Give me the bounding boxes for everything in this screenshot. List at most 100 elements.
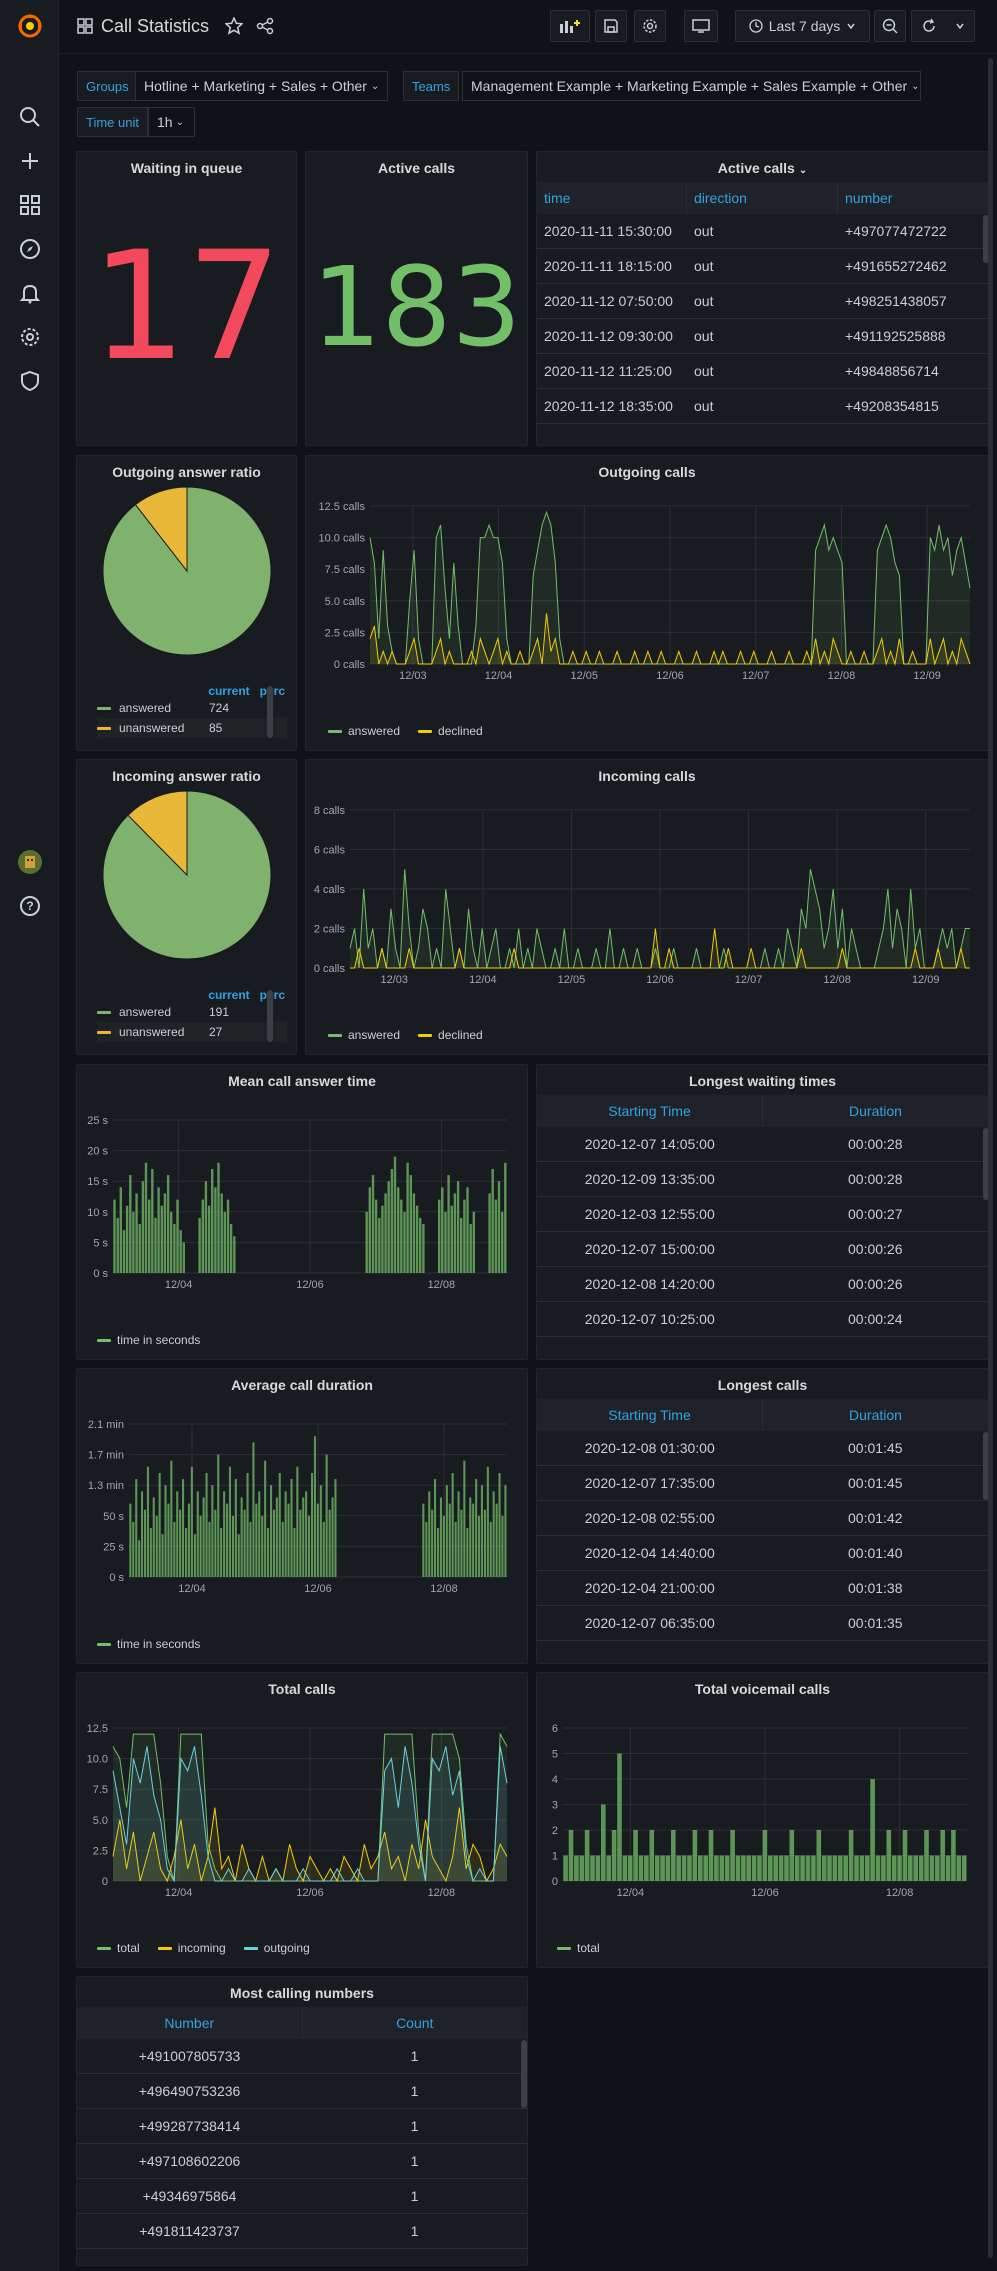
panel-average-call-duration[interactable]: Average call duration 0 s 25 s 50 s 1.3 min… — [76, 1368, 528, 1664]
legend-col-current[interactable]: current — [208, 988, 250, 1002]
legend-item-time-in-seconds[interactable]: time in seconds — [97, 1333, 200, 1347]
legend-item-answered[interactable]: answered 724 — [97, 698, 287, 718]
legend-item-declined[interactable]: declined — [418, 724, 483, 738]
save-button[interactable] — [595, 10, 627, 42]
panel-active-calls-table[interactable]: Active calls ⌄ time direction number 2020… — [536, 151, 989, 446]
table-row[interactable]: 2020-12-07 10:25:00 00:00:24 — [537, 1302, 988, 1337]
x-tick-label: 12/06 — [656, 670, 684, 682]
shield-icon[interactable] — [16, 367, 44, 395]
dashboard-settings-button[interactable] — [634, 10, 666, 42]
explore-compass-icon[interactable] — [16, 235, 44, 263]
table-row[interactable]: +491007805733 1 — [77, 2039, 527, 2074]
panel-title[interactable]: Active calls ⌄ — [537, 160, 988, 176]
table-scrollbar[interactable] — [983, 215, 988, 263]
table-row[interactable]: +499287738414 1 — [77, 2109, 527, 2144]
table-row[interactable]: 2020-11-12 18:35:00 out +49208354815 — [537, 389, 988, 424]
table-row[interactable]: +491811423737 1 — [77, 2214, 527, 2249]
legend-item-declined[interactable]: declined — [418, 1028, 483, 1042]
dashboards-icon[interactable] — [16, 191, 44, 219]
var-select-teams[interactable]: Management Example + Marketing Example +… — [462, 71, 921, 101]
table-row[interactable]: 2020-12-08 14:20:00 00:00:26 — [537, 1267, 988, 1302]
table-row[interactable]: 2020-11-11 15:30:00 out +497077472722 — [537, 214, 988, 249]
legend-item-unanswered[interactable]: unanswered 85 — [97, 718, 287, 738]
zoom-out-button[interactable] — [874, 10, 906, 42]
bar — [187, 1503, 190, 1577]
table-row[interactable]: 2020-12-07 06:35:00 00:01:35 — [537, 1606, 988, 1641]
legend-item-incoming[interactable]: incoming — [157, 1941, 226, 1955]
table-row[interactable]: 2020-11-11 18:15:00 out +491655272462 — [537, 249, 988, 284]
table-row[interactable]: 2020-12-07 14:05:00 00:00:28 — [537, 1127, 988, 1162]
alerting-bell-icon[interactable] — [16, 279, 44, 307]
table-scrollbar[interactable] — [983, 1432, 988, 1500]
panel-longest-waiting-times[interactable]: Longest waiting times Starting Time Dura… — [536, 1064, 989, 1360]
table-row[interactable]: 2020-12-08 02:55:00 00:01:42 — [537, 1501, 988, 1536]
legend-item-answered[interactable]: answered — [328, 1028, 400, 1042]
tv-mode-button[interactable] — [684, 10, 718, 42]
col-header-number[interactable]: number — [845, 190, 893, 206]
star-icon[interactable] — [224, 16, 244, 38]
page-scrollbar[interactable] — [988, 58, 993, 2258]
panel-incoming-answer-ratio[interactable]: Incoming answer ratio currentperc answer… — [76, 759, 297, 1055]
col-header-count[interactable]: Count — [396, 2015, 434, 2031]
table-scrollbar[interactable] — [521, 2040, 527, 2108]
legend-item-total[interactable]: total — [557, 1941, 600, 1955]
bar — [278, 1473, 281, 1577]
legend-item-unanswered[interactable]: unanswered 27 — [97, 1022, 287, 1042]
col-header-duration[interactable]: Duration — [849, 1407, 902, 1423]
col-header-duration[interactable]: Duration — [849, 1103, 902, 1119]
panel-active-calls-stat[interactable]: Active calls 183 — [305, 151, 528, 446]
time-range-picker[interactable]: Last 7 days — [735, 10, 870, 42]
var-select-groups[interactable]: Hotline + Marketing + Sales + Other ⌄ — [135, 71, 388, 101]
panel-total-calls[interactable]: Total calls 0 2.5 5.0 7.5 10.0 12.5 12/04 12/06… — [76, 1672, 528, 1968]
table-row[interactable]: +497108602206 1 — [77, 2144, 527, 2179]
share-icon[interactable] — [256, 17, 274, 38]
bar — [757, 1855, 762, 1881]
table-row[interactable]: 2020-12-03 12:55:00 00:00:27 — [537, 1197, 988, 1232]
col-header-starting-time[interactable]: Starting Time — [537, 1399, 763, 1431]
grafana-logo-icon[interactable] — [16, 12, 44, 40]
refresh-button[interactable] — [911, 10, 975, 42]
panel-most-calling-numbers[interactable]: Most calling numbers Number Count +49100… — [76, 1976, 528, 2266]
table-row[interactable]: 2020-12-07 17:35:00 00:01:45 — [537, 1466, 988, 1501]
table-row[interactable]: 2020-11-12 11:25:00 out +49848856714 — [537, 354, 988, 389]
settings-gear-icon[interactable] — [16, 323, 44, 351]
bar — [735, 1855, 741, 1881]
legend-scrollbar[interactable] — [267, 990, 273, 1042]
panel-total-voicemail-calls[interactable]: Total voicemail calls 0 1 2 3 4 5 6 12/04 12/06 1… — [536, 1672, 989, 1968]
table-row[interactable]: 2020-11-12 07:50:00 out +498251438057 — [537, 284, 988, 319]
legend-item-time-in-seconds[interactable]: time in seconds — [97, 1637, 200, 1651]
table-row[interactable]: 2020-12-04 14:40:00 00:01:40 — [537, 1536, 988, 1571]
legend-item-answered[interactable]: answered — [328, 724, 400, 738]
panel-mean-call-answer-time[interactable]: Mean call answer time 0 s 5 s 10 s 15 s 20 s… — [76, 1064, 528, 1360]
panel-outgoing-calls[interactable]: Outgoing calls 0 calls 2.5 calls 5.0 calls… — [305, 455, 989, 751]
table-row[interactable]: 2020-12-04 21:00:00 00:01:38 — [537, 1571, 988, 1606]
bar — [821, 1855, 827, 1881]
user-avatar[interactable] — [16, 848, 44, 876]
table-row[interactable]: +49346975864 1 — [77, 2179, 527, 2214]
table-row[interactable]: 2020-12-09 13:35:00 00:00:28 — [537, 1162, 988, 1197]
table-row[interactable]: 2020-12-08 01:30:00 00:01:45 — [537, 1431, 988, 1466]
search-icon[interactable] — [16, 103, 44, 131]
legend-item-total[interactable]: total — [97, 1941, 140, 1955]
col-header-direction[interactable]: direction — [687, 182, 838, 214]
table-row[interactable]: 2020-12-07 15:00:00 00:00:26 — [537, 1232, 988, 1267]
col-header-number[interactable]: Number — [77, 2007, 303, 2039]
var-select-time-unit[interactable]: 1h ⌄ — [148, 107, 195, 137]
table-row[interactable]: +496490753236 1 — [77, 2074, 527, 2109]
col-header-time[interactable]: time — [537, 182, 687, 214]
panel-longest-calls[interactable]: Longest calls Starting Time Duration 202… — [536, 1368, 989, 1664]
plus-icon[interactable] — [16, 147, 44, 175]
panel-waiting-in-queue[interactable]: Waiting in queue 17 — [76, 151, 297, 446]
panel-outgoing-answer-ratio[interactable]: Outgoing answer ratio currentperc answer… — [76, 455, 297, 751]
legend-col-current[interactable]: current — [208, 684, 250, 698]
help-icon[interactable]: ? — [16, 892, 44, 920]
legend-item-answered[interactable]: answered 191 — [97, 1002, 287, 1022]
legend-item-outgoing[interactable]: outgoing — [243, 1941, 310, 1955]
col-header-starting-time[interactable]: Starting Time — [537, 1095, 763, 1127]
panel-incoming-calls[interactable]: Incoming calls 0 calls 2 calls 4 calls 6 ca… — [305, 759, 989, 1055]
legend-scrollbar[interactable] — [267, 686, 273, 738]
dashboard-title[interactable]: Call Statistics — [101, 16, 210, 36]
table-scrollbar[interactable] — [983, 1128, 988, 1200]
table-row[interactable]: 2020-11-12 09:30:00 out +491192525888 — [537, 319, 988, 354]
add-panel-button[interactable] — [550, 10, 590, 42]
